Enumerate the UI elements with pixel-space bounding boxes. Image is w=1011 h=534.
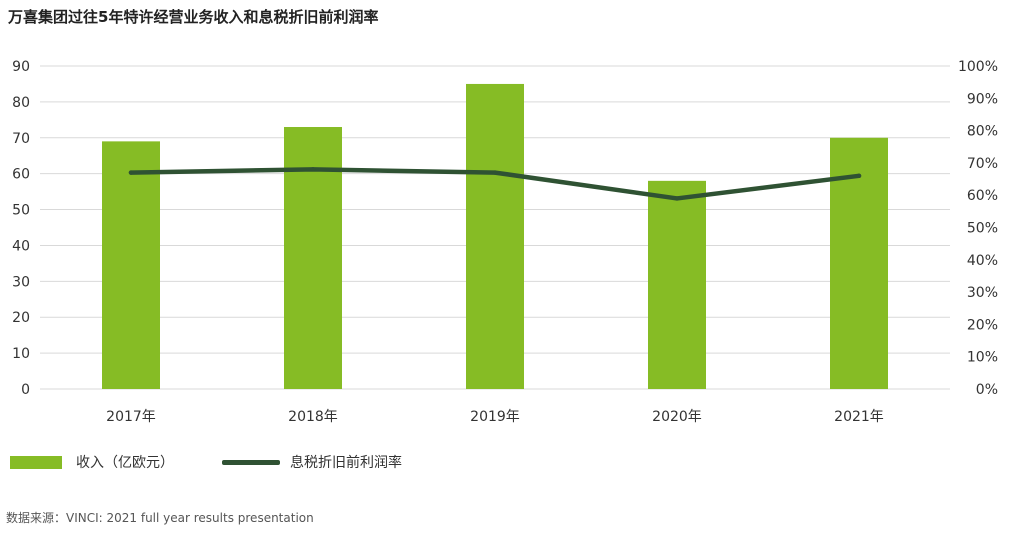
y-right-tick-label: 70% bbox=[967, 156, 998, 172]
y-left-tick-label: 30 bbox=[12, 274, 30, 290]
line-point-ebitda-margin bbox=[856, 173, 862, 179]
y-right-tick-label: 40% bbox=[967, 253, 998, 269]
y-left-tick-label: 40 bbox=[12, 238, 30, 254]
y-left-tick-label: 10 bbox=[12, 346, 30, 362]
bar-revenue bbox=[466, 83, 524, 389]
y-right-tick-label: 100% bbox=[958, 59, 998, 75]
y-left-tick-label: 60 bbox=[12, 167, 30, 183]
y-right-tick-label: 50% bbox=[967, 221, 998, 237]
bar-revenue bbox=[648, 180, 706, 389]
y-left-tick-label: 20 bbox=[12, 310, 30, 326]
legend: 收入（亿欧元） 息税折旧前利润率 bbox=[10, 452, 450, 472]
y-right-tick-label: 0% bbox=[976, 382, 998, 398]
legend-item-revenue: 收入（亿欧元） bbox=[10, 452, 174, 472]
y-right-tick-label: 30% bbox=[967, 285, 998, 301]
legend-label-margin: 息税折旧前利润率 bbox=[290, 455, 402, 471]
legend-swatch-bar bbox=[10, 455, 62, 469]
y-left-tick-label: 0 bbox=[21, 382, 30, 398]
legend-swatch-line bbox=[222, 459, 280, 465]
legend-label-revenue: 收入（亿欧元） bbox=[76, 455, 174, 471]
legend-item-margin: 息税折旧前利润率 bbox=[222, 452, 402, 472]
y-left-tick-label: 90 bbox=[12, 59, 30, 75]
x-tick-label: 2018年 bbox=[288, 409, 338, 425]
line-point-ebitda-margin bbox=[674, 196, 680, 201]
x-tick-label: 2017年 bbox=[106, 409, 156, 425]
bar-revenue bbox=[284, 127, 342, 389]
line-point-ebitda-margin bbox=[128, 170, 134, 175]
y-right-tick-label: 90% bbox=[967, 91, 998, 107]
y-right-tick-label: 60% bbox=[967, 188, 998, 204]
chart-title: 万喜集团过往5年特许经营业务收入和息税折旧前利润率 bbox=[8, 8, 379, 26]
y-left-tick-label: 50 bbox=[12, 203, 30, 219]
y-right-tick-label: 20% bbox=[967, 317, 998, 333]
combo-chart: 0 10 20 30 40 50 60 70 80 90 0% 10% 20% 30% 40% 50% 60% 7… bbox=[12, 59, 998, 425]
y-right-tick-label: 80% bbox=[967, 124, 998, 140]
line-point-ebitda-margin bbox=[310, 167, 316, 172]
x-tick-label: 2019年 bbox=[470, 409, 520, 425]
line-point-ebitda-margin bbox=[492, 170, 498, 175]
bar-revenue bbox=[102, 141, 160, 389]
x-tick-label: 2021年 bbox=[834, 409, 884, 425]
y-right-tick-label: 10% bbox=[967, 350, 998, 366]
x-tick-label: 2020年 bbox=[652, 409, 702, 425]
source-note: 数据来源：VINCI: 2021 full year results prese… bbox=[6, 511, 314, 525]
y-left-tick-label: 80 bbox=[12, 95, 30, 111]
y-left-tick-label: 70 bbox=[12, 131, 30, 147]
